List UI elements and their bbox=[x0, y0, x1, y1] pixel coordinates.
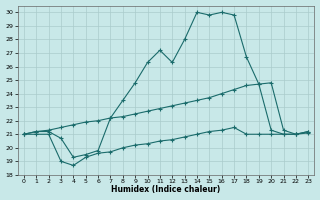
X-axis label: Humidex (Indice chaleur): Humidex (Indice chaleur) bbox=[111, 185, 221, 194]
